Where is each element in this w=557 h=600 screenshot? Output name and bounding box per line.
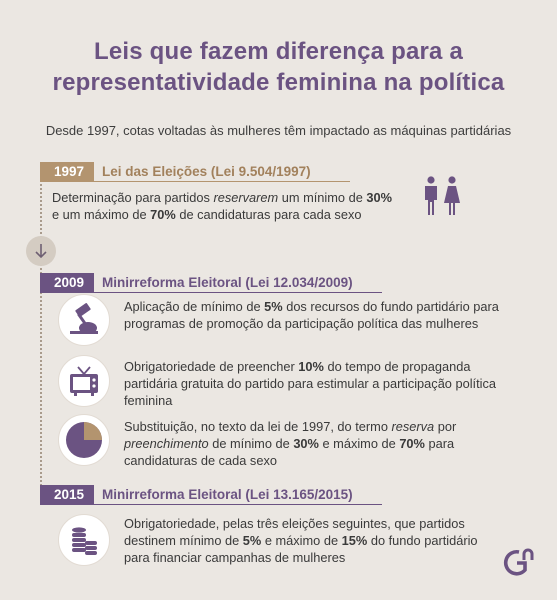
text-run: e máximo de <box>318 436 400 451</box>
law-2015-item-1: Obrigatoriedade, pelas três eleições seg… <box>124 515 504 566</box>
text-run: do tempo de propaganda partidária gratui… <box>124 359 497 408</box>
law-1997-description: Determinação para partidos reservarem um… <box>52 189 397 223</box>
tv-icon <box>70 366 98 396</box>
text-run: para candidaturas de cada sexo <box>124 436 455 468</box>
section-title: Minirreforma Eleitoral (Lei 13.165/2015) <box>102 487 353 502</box>
gavel-icon <box>70 303 98 334</box>
male-female-icon <box>425 176 460 215</box>
title-line-1: Leis que fazem diferença para a <box>93 38 463 65</box>
section-divider <box>40 181 350 182</box>
emphasis-italic: reservarem <box>213 190 279 205</box>
section-2015-header: 2015 Minirreforma Eleitoral (Lei 13.165/… <box>40 485 353 505</box>
emphasis-bold: 70% <box>150 207 176 222</box>
section-year: 2015 <box>40 485 95 505</box>
law-2009-item-2: Obrigatoriedade de preencher 10% do temp… <box>124 358 504 409</box>
text-run: Aplicação de mínimo de <box>124 299 265 314</box>
text-run: e máximo de <box>261 533 342 548</box>
text-run: Determinação para partidos <box>52 190 214 205</box>
section-title: Minirreforma Eleitoral (Lei 12.034/2009) <box>102 275 353 290</box>
emphasis-bold: 5% <box>264 299 283 314</box>
gavel-icon-badge <box>58 294 110 346</box>
emphasis-bold: 30% <box>293 436 319 451</box>
law-2009-item-3: Substituição, no texto da lei de 1997, d… <box>124 418 504 469</box>
text-run: de mínimo de <box>208 436 294 451</box>
emphasis-italic: reserva <box>391 419 435 434</box>
emphasis-italic: preenchimento <box>124 436 209 451</box>
section-title: Lei das Eleições (Lei 9.504/1997) <box>102 164 311 179</box>
section-1997-header: 1997 Lei das Eleições (Lei 9.504/1997) <box>40 162 311 182</box>
title-line-2: representatividade feminina na política <box>52 69 505 96</box>
section-year: 2009 <box>40 273 95 293</box>
publisher-logo-icon <box>503 548 534 576</box>
section-year: 1997 <box>40 162 95 182</box>
text-run: e um máximo de <box>52 207 151 222</box>
arrow-down-icon <box>35 244 47 259</box>
page-title: Leis que fazem diferença para a represen… <box>0 36 557 98</box>
text-run: de candidaturas para cada sexo <box>175 207 362 222</box>
text-run: Obrigatoriedade, pelas três eleições seg… <box>124 516 465 548</box>
section-2009-header: 2009 Minirreforma Eleitoral (Lei 12.034/… <box>40 273 353 293</box>
text-run: do fundo partidário para financiar campa… <box>124 533 478 565</box>
timeline-line <box>40 164 42 494</box>
text-run: dos recursos do fundo partidário para pr… <box>124 299 499 331</box>
emphasis-bold: 5% <box>242 533 262 548</box>
emphasis-bold: 70% <box>399 436 425 451</box>
coins-icon-badge <box>58 514 110 566</box>
text-run: por <box>434 419 457 434</box>
pie-chart-icon-badge <box>58 414 110 466</box>
emphasis-bold: 10% <box>298 359 324 374</box>
pie-chart-icon <box>66 422 102 458</box>
text-run: Substituição, no texto da lei de 1997, d… <box>124 419 392 434</box>
section-divider <box>40 504 382 505</box>
law-2009-item-1: Aplicação de mínimo de 5% dos recursos d… <box>124 298 504 332</box>
text-run: Obrigatoriedade de preencher <box>124 359 299 374</box>
emphasis-bold: 15% <box>341 533 368 548</box>
emphasis-bold: 30% <box>366 190 392 205</box>
section-divider <box>40 292 382 293</box>
tv-icon-badge <box>58 355 110 407</box>
scroll-down-button[interactable] <box>26 236 56 266</box>
text-run: um mínimo de <box>278 190 367 205</box>
coins-icon <box>72 527 97 555</box>
page-subtitle: Desde 1997, cotas voltadas às mulheres t… <box>45 123 512 138</box>
